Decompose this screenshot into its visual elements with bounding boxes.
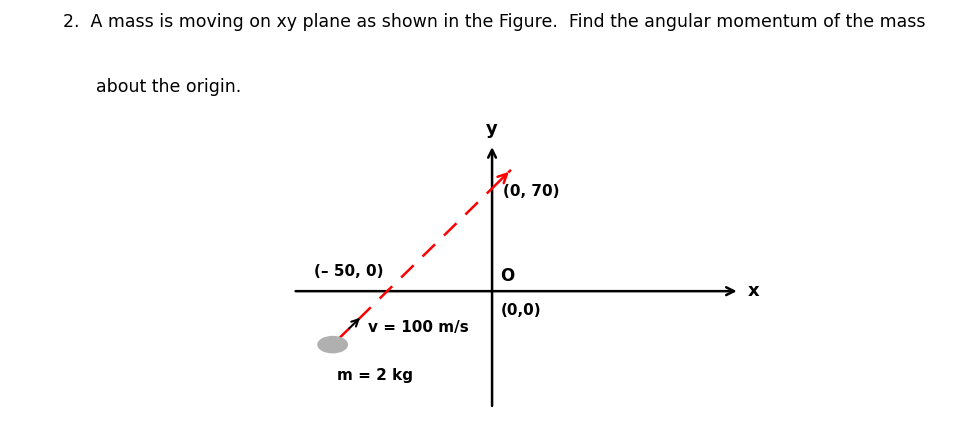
Text: (– 50, 0): (– 50, 0) xyxy=(314,264,383,280)
Text: (0,0): (0,0) xyxy=(500,303,541,318)
Ellipse shape xyxy=(318,337,348,353)
Text: m = 2 kg: m = 2 kg xyxy=(337,368,413,383)
Text: 2.  A mass is moving on xy plane as shown in the Figure.  Find the angular momen: 2. A mass is moving on xy plane as shown… xyxy=(63,13,925,31)
Text: (0, 70): (0, 70) xyxy=(502,184,560,199)
Text: about the origin.: about the origin. xyxy=(63,78,241,96)
Text: y: y xyxy=(486,121,498,138)
Text: O: O xyxy=(500,267,515,285)
Text: x: x xyxy=(748,282,760,300)
Text: v = 100 m/s: v = 100 m/s xyxy=(369,320,469,335)
